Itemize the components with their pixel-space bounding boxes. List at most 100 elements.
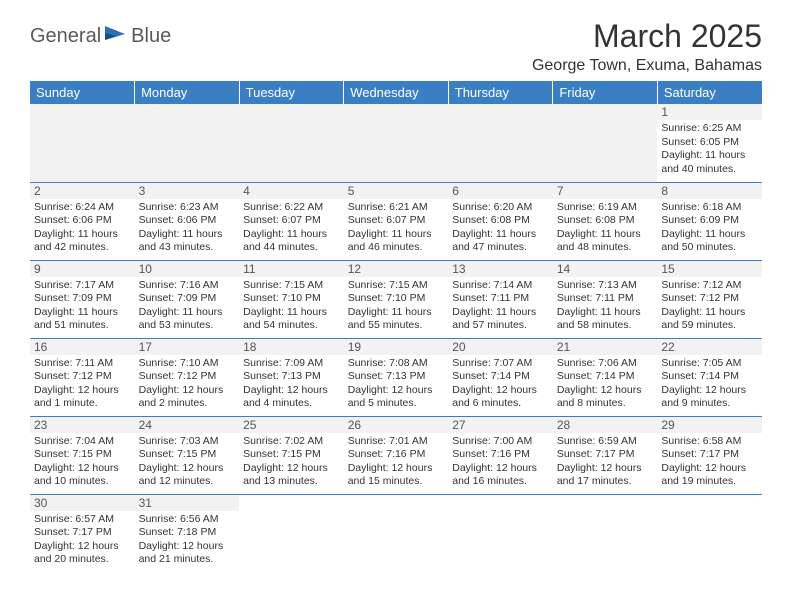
- daylight-text: Daylight: 12 hours and 8 minutes.: [557, 384, 654, 411]
- sunrise-text: Sunrise: 7:15 AM: [348, 279, 445, 293]
- daylight-text: Daylight: 12 hours and 16 minutes.: [452, 462, 549, 489]
- sunset-text: Sunset: 7:10 PM: [348, 292, 445, 306]
- sunset-text: Sunset: 6:07 PM: [243, 214, 340, 228]
- sunset-text: Sunset: 6:06 PM: [139, 214, 236, 228]
- calendar-cell: 1Sunrise: 6:25 AMSunset: 6:05 PMDaylight…: [657, 104, 762, 182]
- day-number: 4: [239, 183, 344, 199]
- calendar-week-row: 16Sunrise: 7:11 AMSunset: 7:12 PMDayligh…: [30, 338, 762, 416]
- sunrise-text: Sunrise: 7:10 AM: [139, 357, 236, 371]
- calendar-cell: [239, 104, 344, 182]
- daylight-text: Daylight: 12 hours and 12 minutes.: [139, 462, 236, 489]
- sunrise-text: Sunrise: 7:07 AM: [452, 357, 549, 371]
- day-number: 22: [657, 339, 762, 355]
- sunset-text: Sunset: 7:14 PM: [557, 370, 654, 384]
- daylight-text: Daylight: 11 hours and 57 minutes.: [452, 306, 549, 333]
- calendar-cell: 21Sunrise: 7:06 AMSunset: 7:14 PMDayligh…: [553, 338, 658, 416]
- calendar-cell: [344, 494, 449, 572]
- calendar-cell: [30, 104, 135, 182]
- sunset-text: Sunset: 7:12 PM: [139, 370, 236, 384]
- day-number: 2: [30, 183, 135, 199]
- calendar-cell: [657, 494, 762, 572]
- calendar-cell: 2 Sunrise: 6:24 AMSunset: 6:06 PMDaylight…: [30, 182, 135, 260]
- sunrise-text: Sunrise: 6:19 AM: [557, 201, 654, 215]
- sunrise-text: Sunrise: 7:06 AM: [557, 357, 654, 371]
- daylight-text: Daylight: 12 hours and 21 minutes.: [139, 540, 236, 567]
- sunrise-text: Sunrise: 7:16 AM: [139, 279, 236, 293]
- sunset-text: Sunset: 7:17 PM: [557, 448, 654, 462]
- day-number: 12: [344, 261, 449, 277]
- day-number: 16: [30, 339, 135, 355]
- sunrise-text: Sunrise: 7:14 AM: [452, 279, 549, 293]
- day-number: 23: [30, 417, 135, 433]
- sunset-text: Sunset: 7:13 PM: [348, 370, 445, 384]
- calendar-cell: 18Sunrise: 7:09 AMSunset: 7:13 PMDayligh…: [239, 338, 344, 416]
- daylight-text: Daylight: 11 hours and 54 minutes.: [243, 306, 340, 333]
- sunset-text: Sunset: 6:07 PM: [348, 214, 445, 228]
- sunset-text: Sunset: 7:11 PM: [557, 292, 654, 306]
- day-number: 28: [553, 417, 658, 433]
- calendar-body: 1 Sunrise: 6:25 AMSunset: 6:05 PM Daylight…: [30, 104, 762, 572]
- sunset-text: Sunset: 7:15 PM: [34, 448, 131, 462]
- calendar-cell: 7Sunrise: 6:19 AMSunset: 6:08 PMDaylight…: [553, 182, 658, 260]
- sunset-text: Sunset: 7:12 PM: [34, 370, 131, 384]
- sunrise-text: Sunrise: 6:23 AM: [139, 201, 236, 215]
- daylight-text: Daylight: 11 hours and 42 minutes.: [34, 228, 131, 255]
- daylight-text: Daylight: 12 hours and 17 minutes.: [557, 462, 654, 489]
- day-header: Sunday: [30, 81, 135, 104]
- sunset-text: Sunset: 7:13 PM: [243, 370, 340, 384]
- sunrise-text: Sunrise: 7:00 AM: [452, 435, 549, 449]
- daylight-text: Daylight: 11 hours and 53 minutes.: [139, 306, 236, 333]
- calendar-cell: 24Sunrise: 7:03 AMSunset: 7:15 PMDayligh…: [135, 416, 240, 494]
- sunrise-text: Sunrise: 6:24 AM: [34, 201, 131, 215]
- sunset-text: Sunset: 7:17 PM: [661, 448, 758, 462]
- sunset-text: Sunset: 6:08 PM: [452, 214, 549, 228]
- sunrise-text: Sunrise: 7:02 AM: [243, 435, 340, 449]
- sunset-text: Sunset: 6:08 PM: [557, 214, 654, 228]
- daylight-text: Daylight: 12 hours and 2 minutes.: [139, 384, 236, 411]
- day-number: 1: [657, 104, 762, 120]
- day-header: Wednesday: [344, 81, 449, 104]
- daylight-text: Daylight: 11 hours and 44 minutes.: [243, 228, 340, 255]
- sunset-text: Sunset: 7:15 PM: [139, 448, 236, 462]
- calendar-cell: 28Sunrise: 6:59 AMSunset: 7:17 PMDayligh…: [553, 416, 658, 494]
- calendar-week-row: 23Sunrise: 7:04 AMSunset: 7:15 PMDayligh…: [30, 416, 762, 494]
- day-number: 14: [553, 261, 658, 277]
- day-number: 10: [135, 261, 240, 277]
- page: General Blue March 2025 George Town, Exu…: [0, 0, 792, 572]
- sunset-text: Sunset: 7:17 PM: [34, 526, 131, 540]
- day-header-row: SundayMondayTuesdayWednesdayThursdayFrid…: [30, 81, 762, 104]
- daylight-text: Daylight: 12 hours and 1 minute.: [34, 384, 131, 411]
- calendar-cell: [344, 104, 449, 182]
- sunrise-text: Sunrise: 7:15 AM: [243, 279, 340, 293]
- sunset-text: Sunset: 7:09 PM: [139, 292, 236, 306]
- calendar-cell: 4Sunrise: 6:22 AMSunset: 6:07 PMDaylight…: [239, 182, 344, 260]
- calendar-cell: 29Sunrise: 6:58 AMSunset: 7:17 PMDayligh…: [657, 416, 762, 494]
- calendar-cell: 19Sunrise: 7:08 AMSunset: 7:13 PMDayligh…: [344, 338, 449, 416]
- day-number: 26: [344, 417, 449, 433]
- day-number: 15: [657, 261, 762, 277]
- calendar-cell: 30Sunrise: 6:57 AMSunset: 7:17 PMDayligh…: [30, 494, 135, 572]
- calendar-cell: 9Sunrise: 7:17 AMSunset: 7:09 PMDaylight…: [30, 260, 135, 338]
- daylight-text: Daylight: 11 hours and 55 minutes.: [348, 306, 445, 333]
- sunset-text: Sunset: 6:06 PM: [34, 214, 131, 228]
- calendar-cell: 27Sunrise: 7:00 AMSunset: 7:16 PMDayligh…: [448, 416, 553, 494]
- location: George Town, Exuma, Bahamas: [532, 57, 762, 75]
- calendar-cell: 16Sunrise: 7:11 AMSunset: 7:12 PMDayligh…: [30, 338, 135, 416]
- daylight-text: Daylight: 11 hours and 46 minutes.: [348, 228, 445, 255]
- calendar-cell: 20Sunrise: 7:07 AMSunset: 7:14 PMDayligh…: [448, 338, 553, 416]
- day-header: Monday: [135, 81, 240, 104]
- day-number: 30: [30, 495, 135, 511]
- calendar-cell: 17Sunrise: 7:10 AMSunset: 7:12 PMDayligh…: [135, 338, 240, 416]
- day-number: 11: [239, 261, 344, 277]
- day-number: 8: [657, 183, 762, 199]
- sunrise-text: Sunrise: 6:25 AM: [661, 122, 758, 136]
- sunset-text: Sunset: 7:18 PM: [139, 526, 236, 540]
- sunset-text: Sunset: 7:10 PM: [243, 292, 340, 306]
- daylight-text: Daylight: 11 hours and 50 minutes.: [661, 228, 758, 255]
- sunset-text: Sunset: 6:05 PM: [661, 136, 758, 150]
- day-number: 19: [344, 339, 449, 355]
- sunrise-text: Sunrise: 7:08 AM: [348, 357, 445, 371]
- sunset-text: Sunset: 7:16 PM: [348, 448, 445, 462]
- calendar-cell: 8Sunrise: 6:18 AMSunset: 6:09 PMDaylight…: [657, 182, 762, 260]
- calendar-cell: 3Sunrise: 6:23 AMSunset: 6:06 PMDaylight…: [135, 182, 240, 260]
